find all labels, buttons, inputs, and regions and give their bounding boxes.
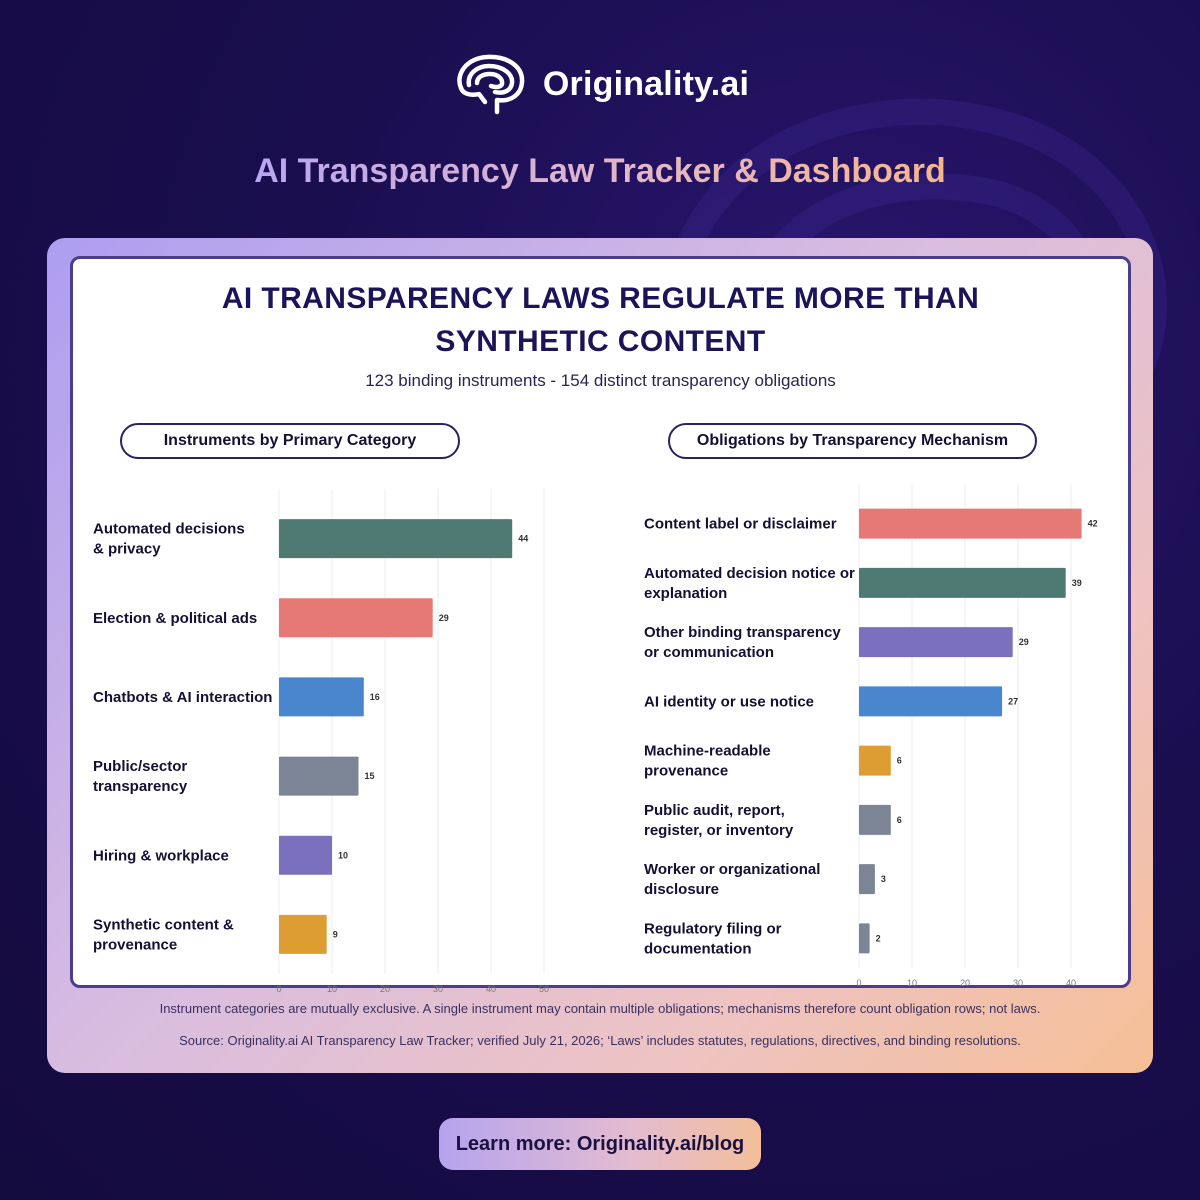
panel-title-line2: SYNTHETIC CONTENT [435,325,766,358]
left-chart-bar [279,914,327,954]
brain-icon [457,54,525,115]
right-chart-value-label: 3 [881,874,886,884]
right-chart-category-label-line: disclosure [644,881,719,898]
right-chart-category-label-line: Machine-readable [644,743,771,760]
right-chart-value-label: 2 [876,933,881,943]
right-chart-category-label: AI identity or use notice [644,693,814,710]
left-chart-category-label-line: Election & political ads [93,610,257,627]
left-chart-category-label: Public/sector transparency [93,758,188,795]
right-chart-bar [859,804,891,835]
brand-header: Originality.ai [0,52,1200,116]
left-chart-bar [279,677,364,717]
right-chart-category-label-line: Regulatory filing or [644,920,782,937]
left-chart-category-label-line: Chatbots & AI interaction [93,689,272,706]
left-chart-bar [279,598,433,638]
left-chart-title: Instruments by Primary Category [120,423,460,459]
right-chart-tick-label: 30 [1013,978,1023,988]
left-chart-bar [279,519,513,559]
panel-subtitle: 123 binding instruments - 154 distinct t… [365,371,836,390]
right-chart-category-label: Machine-readable provenance [644,743,771,780]
left-chart-value-label: 15 [365,771,375,781]
left-chart-tick-label: 30 [433,984,443,994]
left-chart-category-label: Hiring & workplace [93,847,229,864]
panel-title: AI TRANSPARENCY LAWS REGULATE MORE THAN … [73,277,1128,363]
left-chart-category-label-line: Automated decisions [93,521,245,538]
right-chart-category-label-line: AI identity or use notice [644,693,814,710]
right-chart-category-label: Worker or organizational disclosure [644,861,820,898]
learn-more-button[interactable]: Learn more: Originality.ai/blog [439,1118,761,1170]
left-chart-category-label: Election & political ads [93,610,257,627]
right-chart-value-label: 39 [1072,578,1082,588]
left-chart-tick-label: 40 [486,984,496,994]
footnote-line2: Source: Originality.ai AI Transparency L… [179,1033,1021,1048]
left-chart-value-label: 44 [518,534,528,544]
chart-panel: AI TRANSPARENCY LAWS REGULATE MORE THAN … [70,256,1131,994]
page-headline: AI Transparency Law Tracker & Dashboard [0,152,1200,191]
footnote-line1: Instrument categories are mutually exclu… [159,1001,1041,1016]
right-chart-category-label-line: Public audit, report, [644,802,785,819]
right-chart-title: Obligations by Transparency Mechanism [668,423,1037,459]
left-chart-value-label: 9 [333,929,338,939]
right-chart-bar [859,923,870,954]
right-chart-tick-label: 0 [856,978,861,988]
right-bar-chart: 0 10 20 30 40 42 Content label or disclaimer 39… [644,484,1098,988]
right-chart-bar [859,745,891,776]
left-chart-category-label-line: Hiring & workplace [93,847,229,864]
right-chart-category-label-line: provenance [644,763,728,780]
left-chart-value-label: 10 [338,850,348,860]
right-chart-category-label: Other binding transparency or communicati… [644,624,841,661]
right-chart-category-label: Content label or disclaimer [644,516,837,533]
left-chart-tick-label: 0 [276,984,281,994]
right-chart-tick-label: 20 [960,978,970,988]
left-chart-category-label-line: Public/sector [93,758,187,775]
right-chart-value-label: 6 [897,815,902,825]
right-chart-bar [859,864,875,895]
footnotes: Instrument categories are mutually exclu… [47,1001,1153,1065]
left-chart-category-label: Automated decisions & privacy [93,521,245,558]
right-chart-category-label-line: register, or inventory [644,822,794,839]
left-chart-tick-label: 50 [539,984,549,994]
right-chart-category-label-line: explanation [644,585,727,602]
left-chart-tick-label: 10 [327,984,337,994]
right-chart-category-label: Automated decision notice or explanation [644,565,855,602]
right-chart-category-label-line: Worker or organizational [644,861,820,878]
left-chart-tick-label: 20 [380,984,390,994]
right-chart-bar [859,686,1003,717]
right-chart-category-label-line: Content label or disclaimer [644,516,837,533]
left-chart-value-label: 16 [370,692,380,702]
content-card-frame: AI TRANSPARENCY LAWS REGULATE MORE THAN … [47,238,1153,1073]
right-chart-bar [859,567,1066,598]
right-chart-category-label: Regulatory filing or documentation [644,920,782,957]
right-chart-bar [859,508,1082,539]
right-chart-tick-label: 40 [1066,978,1076,988]
left-chart-category-label-line: provenance [93,936,177,953]
right-chart-value-label: 42 [1088,519,1098,529]
right-chart-bar [859,627,1013,658]
right-chart-value-label: 27 [1008,696,1018,706]
panel-title-line1: AI TRANSPARENCY LAWS REGULATE MORE THAN [221,282,980,315]
left-chart-value-label: 29 [439,613,449,623]
right-chart-category-label-line: Automated decision notice or [644,565,855,582]
left-chart-category-label-line: & privacy [93,541,161,558]
left-chart-bar [279,756,359,796]
left-chart-category-label: Synthetic content & provenance [93,916,234,953]
right-chart-category-label-line: Other binding transparency [644,624,841,641]
left-chart-category-label-line: transparency [93,778,188,795]
right-chart-category-label: Public audit, report, register, or invent… [644,802,794,839]
left-chart-category-label-line: Synthetic content & [93,916,234,933]
left-chart-category-label: Chatbots & AI interaction [93,689,272,706]
left-chart-bar [279,835,332,875]
right-chart-tick-label: 10 [907,978,917,988]
left-bar-chart: 0 10 20 30 40 50 44 Automated decisions & privac… [93,489,549,994]
right-chart-category-label-line: or communication [644,644,774,661]
right-chart-category-label-line: documentation [644,940,752,957]
right-chart-value-label: 29 [1019,637,1029,647]
headline-text: AI Transparency Law Tracker & Dashboard [254,152,946,190]
brand-name: Originality.ai [542,64,750,103]
right-chart-value-label: 6 [897,756,902,766]
